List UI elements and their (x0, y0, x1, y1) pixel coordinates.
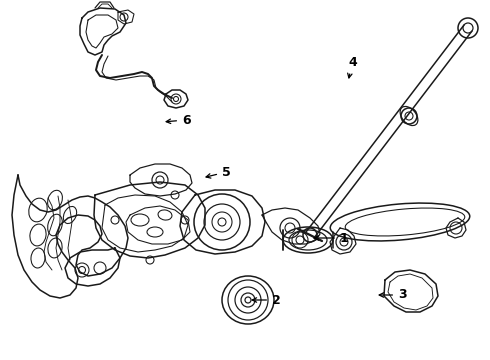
Text: 6: 6 (166, 113, 191, 126)
Text: 2: 2 (252, 293, 281, 306)
Text: 5: 5 (206, 166, 231, 179)
Text: 1: 1 (314, 231, 349, 244)
Text: 3: 3 (379, 288, 407, 302)
Text: 4: 4 (348, 55, 357, 78)
